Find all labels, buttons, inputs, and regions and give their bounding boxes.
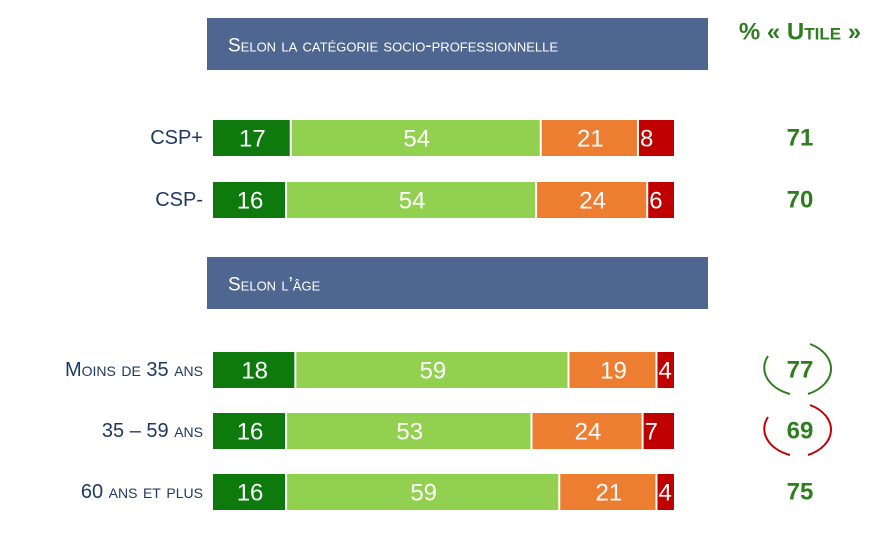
bar-segment: [213, 474, 286, 510]
highlight-circle: [807, 404, 832, 456]
bar-segment: [541, 120, 637, 156]
value-label: 53: [396, 419, 423, 446]
value-label: 16: [237, 480, 264, 507]
value-label: 6: [649, 188, 662, 215]
highlight-circle: [807, 343, 832, 395]
value-label: 4: [658, 358, 671, 385]
bar-segment: [537, 182, 647, 218]
total-value: 69: [787, 418, 814, 445]
category-label: Moins de 35 ans: [65, 359, 203, 381]
section-header: [207, 18, 708, 70]
category-label: 35 – 59 ans: [102, 420, 203, 442]
section-header: [207, 257, 708, 309]
bar-segment: [560, 474, 656, 510]
value-label: 54: [399, 188, 426, 215]
bar-segment: [532, 413, 642, 449]
bar-segment: [287, 474, 559, 510]
bar-segment: [287, 413, 531, 449]
value-label: 7: [645, 419, 658, 446]
bar-segment: [213, 120, 290, 156]
category-label: 60 ans et plus: [81, 481, 203, 503]
value-label: 18: [241, 358, 268, 385]
total-value: 70: [787, 187, 814, 214]
total-value: 75: [787, 479, 814, 506]
value-label: 4: [658, 480, 671, 507]
value-label: 21: [577, 126, 604, 153]
value-label: 24: [575, 419, 602, 446]
bar-segment: [569, 352, 656, 388]
bar-segment: [213, 352, 295, 388]
section-title: Selon l’âge: [228, 275, 321, 296]
bar-segment: [638, 120, 674, 156]
value-label: 8: [640, 126, 653, 153]
bar-segment: [648, 182, 674, 218]
category-label: CSP+: [150, 127, 203, 149]
bar-segment: [643, 413, 674, 449]
value-label: 19: [600, 358, 627, 385]
section-title: Selon la catégorie socio-professionnelle: [228, 36, 558, 57]
value-label: 16: [237, 419, 264, 446]
value-label: 59: [420, 358, 447, 385]
bar-segment: [213, 413, 286, 449]
value-label: 16: [237, 188, 264, 215]
category-label: CSP-: [155, 189, 203, 211]
value-label: 17: [239, 126, 266, 153]
bar-segment: [296, 352, 568, 388]
bar-segment: [657, 474, 674, 510]
highlight-circle: [763, 416, 791, 456]
bar-segment: [213, 182, 286, 218]
value-label: 54: [403, 126, 430, 153]
bar-segment: [291, 120, 540, 156]
total-value: 71: [787, 125, 814, 152]
total-title: % « Utile »: [739, 19, 861, 46]
bar-segment: [657, 352, 674, 388]
bar-segment: [287, 182, 536, 218]
highlight-circle: [763, 355, 791, 395]
total-value: 77: [787, 357, 814, 384]
value-label: 24: [579, 188, 606, 215]
value-label: 59: [410, 480, 437, 507]
value-label: 21: [596, 480, 623, 507]
